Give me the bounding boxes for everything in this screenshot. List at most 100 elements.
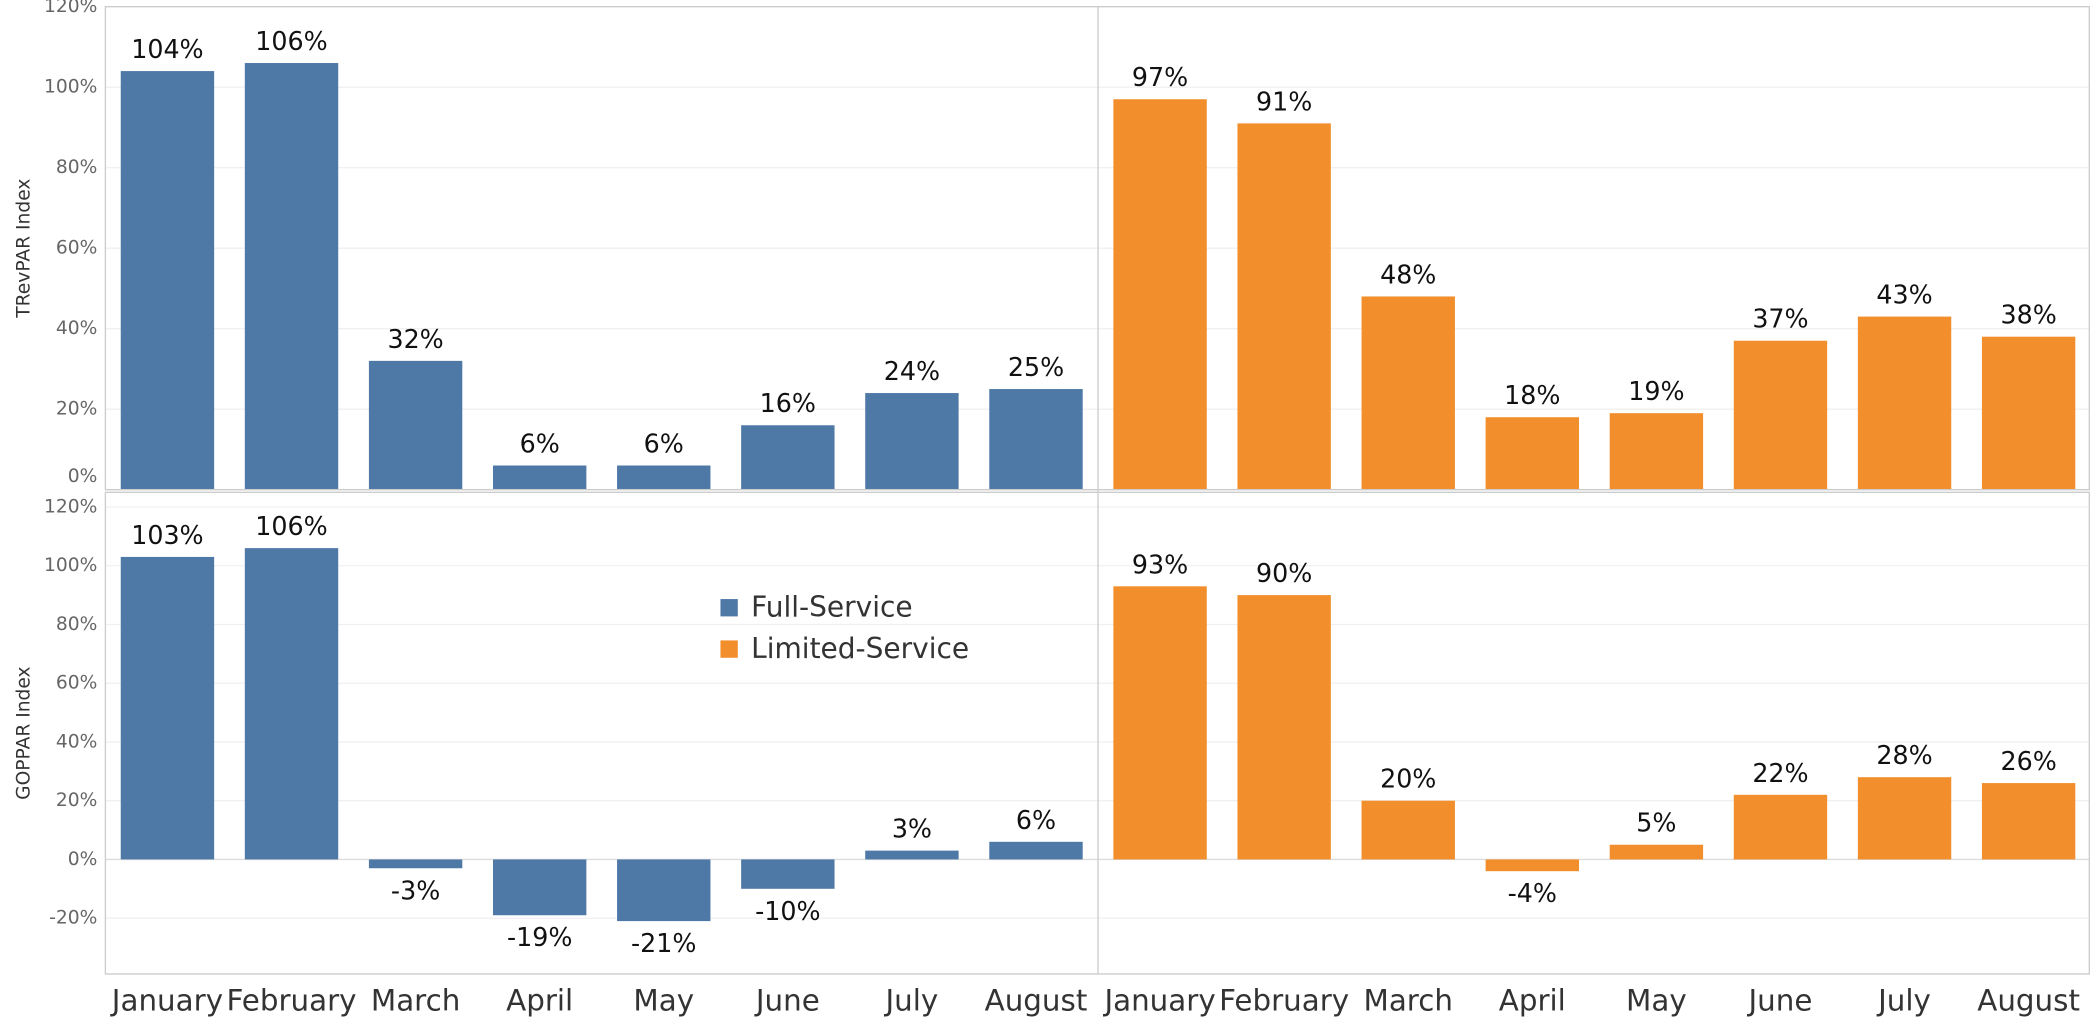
- legend-label: Full-Service: [751, 590, 912, 623]
- y-tick-label: 0%: [68, 466, 98, 487]
- y-tick-label: 20%: [56, 790, 97, 811]
- bar: [989, 841, 1083, 860]
- x-tick-label: March: [371, 983, 460, 1017]
- x-tick-label: January: [1102, 983, 1215, 1017]
- value-label: 19%: [1628, 376, 1684, 406]
- value-label: 5%: [1636, 808, 1676, 838]
- bar: [1485, 859, 1580, 872]
- value-label: 93%: [1132, 549, 1188, 579]
- bar: [1981, 336, 2076, 490]
- x-tick-label: June: [754, 983, 820, 1017]
- y-tick-label: 40%: [56, 731, 97, 752]
- bar: [989, 389, 1083, 490]
- bar: [1113, 99, 1207, 490]
- value-label: -4%: [1508, 878, 1557, 908]
- x-tick-label: April: [506, 983, 573, 1017]
- value-label: 38%: [2000, 300, 2056, 330]
- bar: [1361, 296, 1455, 490]
- value-label: 3%: [892, 814, 932, 844]
- value-label: 43%: [1876, 280, 1932, 310]
- x-tick-label: January: [110, 983, 223, 1017]
- y-axis-label: TRevPAR Index: [14, 179, 35, 319]
- bar: [1857, 316, 1952, 490]
- y-tick-label: 100%: [44, 555, 97, 576]
- y-tick-label: 80%: [56, 157, 97, 178]
- bar: [492, 859, 587, 916]
- bar: [368, 859, 463, 869]
- bar: [741, 425, 835, 490]
- bar: [1361, 800, 1455, 860]
- value-label: 91%: [1256, 86, 1312, 116]
- bar: [1733, 794, 1828, 860]
- x-tick-label: March: [1364, 983, 1453, 1017]
- value-label: 48%: [1380, 259, 1436, 289]
- y-tick-label: -20%: [49, 908, 97, 929]
- bar: [1857, 777, 1952, 860]
- y-tick-label: 60%: [56, 673, 97, 694]
- y-axis-label: GOPPAR Index: [14, 666, 35, 799]
- value-label: 25%: [1008, 352, 1064, 382]
- x-tick-label: July: [884, 983, 939, 1017]
- bar: [741, 859, 835, 889]
- value-label: -21%: [631, 928, 696, 958]
- value-label: 90%: [1256, 558, 1312, 588]
- value-label: 24%: [884, 356, 940, 386]
- y-tick-label: 120%: [44, 0, 97, 17]
- bar: [1485, 417, 1580, 490]
- bar: [244, 548, 339, 860]
- x-tick-label: May: [633, 983, 694, 1017]
- value-label: 6%: [1016, 805, 1056, 835]
- x-tick-label: April: [1499, 983, 1566, 1017]
- x-tick-label: February: [227, 983, 357, 1017]
- y-tick-label: 80%: [56, 614, 97, 635]
- bar: [865, 393, 959, 490]
- value-label: 28%: [1876, 740, 1932, 770]
- value-label: 6%: [644, 428, 684, 458]
- value-label: 18%: [1504, 380, 1560, 410]
- value-label: 26%: [2000, 746, 2056, 776]
- bar: [1237, 595, 1331, 860]
- bar: [120, 71, 215, 490]
- x-tick-label: June: [1747, 983, 1813, 1017]
- bar: [617, 465, 711, 490]
- bar: [368, 360, 463, 490]
- value-label: 103%: [131, 520, 203, 550]
- bar: [492, 465, 587, 490]
- value-label: 6%: [520, 428, 560, 458]
- bar: [1609, 413, 1704, 490]
- legend-label: Limited-Service: [751, 632, 969, 665]
- y-tick-label: 60%: [56, 238, 97, 259]
- x-tick-label: July: [1876, 983, 1931, 1017]
- bar: [865, 850, 959, 860]
- value-label: 104%: [131, 34, 203, 64]
- value-label: 20%: [1380, 764, 1436, 794]
- value-label: 106%: [255, 511, 327, 541]
- y-tick-label: 40%: [56, 318, 97, 339]
- legend-swatch: [720, 640, 738, 658]
- value-label: 22%: [1752, 758, 1808, 788]
- x-tick-label: August: [985, 983, 1088, 1017]
- bar: [1981, 783, 2076, 860]
- legend-swatch: [720, 599, 738, 617]
- x-tick-label: February: [1219, 983, 1349, 1017]
- y-tick-label: 120%: [44, 497, 97, 518]
- x-tick-label: May: [1626, 983, 1687, 1017]
- y-tick-label: 0%: [68, 849, 98, 870]
- y-tick-label: 20%: [56, 399, 97, 420]
- value-label: -3%: [391, 875, 440, 905]
- bar: [1237, 123, 1331, 490]
- bar: [1733, 340, 1828, 490]
- value-label: 97%: [1132, 62, 1188, 92]
- value-label: -10%: [755, 896, 820, 926]
- bar: [1113, 586, 1207, 860]
- value-label: -19%: [507, 922, 572, 952]
- value-label: 106%: [255, 26, 327, 56]
- y-tick-label: 100%: [44, 77, 97, 98]
- bar: [1609, 844, 1704, 860]
- value-label: 37%: [1752, 304, 1808, 334]
- bar: [244, 63, 339, 490]
- bar: [120, 556, 215, 860]
- x-tick-label: August: [1977, 983, 2080, 1017]
- value-label: 32%: [387, 324, 443, 354]
